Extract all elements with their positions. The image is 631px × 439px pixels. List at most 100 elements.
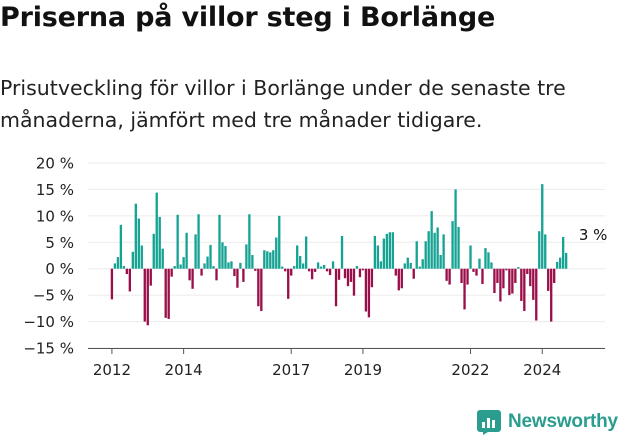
chart-title: Priserna på villor steg i Borlänge bbox=[0, 2, 496, 33]
data-bar bbox=[331, 261, 335, 269]
data-bar bbox=[191, 268, 194, 289]
data-bar bbox=[164, 268, 167, 318]
data-bar bbox=[346, 268, 350, 287]
data-bar bbox=[167, 268, 170, 319]
data-bar bbox=[269, 252, 272, 269]
x-tick-label: 2014 bbox=[165, 361, 203, 379]
data-bar bbox=[490, 262, 493, 269]
data-bar bbox=[215, 268, 218, 281]
data-bar bbox=[206, 256, 209, 269]
data-bar bbox=[275, 237, 278, 269]
data-bar bbox=[523, 268, 526, 311]
data-bar bbox=[221, 242, 224, 269]
data-bar bbox=[559, 257, 562, 269]
data-bar bbox=[394, 268, 397, 276]
data-bar bbox=[203, 263, 206, 269]
data-bar bbox=[322, 265, 326, 269]
data-bar bbox=[406, 257, 409, 269]
data-bar bbox=[463, 268, 466, 310]
y-tick-label: 15 % bbox=[36, 181, 74, 199]
data-bar bbox=[146, 268, 149, 326]
data-bar bbox=[134, 203, 137, 269]
y-axis-ticks: 20 % 15 % 10 % 5 % 0 % −5 % −10 % −15 % bbox=[23, 155, 605, 358]
data-bar bbox=[457, 226, 460, 269]
data-bar bbox=[385, 233, 389, 269]
data-bar bbox=[143, 268, 146, 322]
data-bar bbox=[296, 245, 299, 269]
data-bar bbox=[493, 268, 496, 294]
data-bar bbox=[424, 241, 427, 269]
data-bar bbox=[239, 262, 242, 269]
data-bar bbox=[520, 268, 523, 301]
data-bar bbox=[415, 241, 418, 269]
x-tick-label: 2022 bbox=[451, 361, 489, 379]
data-bar bbox=[526, 268, 529, 274]
data-bar bbox=[266, 251, 269, 269]
data-bar bbox=[451, 221, 454, 269]
data-bar bbox=[337, 268, 341, 280]
data-bar bbox=[110, 268, 114, 300]
data-bar bbox=[149, 268, 152, 286]
data-bar bbox=[242, 268, 245, 282]
data-bar bbox=[454, 189, 457, 269]
data-bar bbox=[556, 261, 559, 269]
data-bar bbox=[131, 251, 134, 269]
data-bar bbox=[409, 262, 412, 269]
data-bar bbox=[113, 263, 117, 269]
x-tick-label: 2019 bbox=[344, 361, 382, 379]
data-bar bbox=[403, 263, 406, 269]
data-bar bbox=[448, 268, 451, 285]
bar-series bbox=[110, 184, 568, 326]
data-bar bbox=[382, 238, 386, 269]
data-bar bbox=[304, 236, 308, 269]
data-bar bbox=[562, 237, 565, 269]
data-bar bbox=[316, 262, 320, 269]
data-bar bbox=[230, 261, 233, 269]
newsworthy-logo: Newsworthy bbox=[476, 408, 618, 436]
data-bar bbox=[263, 250, 266, 269]
data-bar bbox=[170, 268, 173, 277]
data-bar bbox=[227, 262, 230, 269]
data-bar bbox=[287, 268, 290, 299]
data-bar bbox=[212, 266, 215, 269]
data-bar bbox=[251, 254, 254, 269]
latest-value-annotation: 3 % bbox=[579, 226, 608, 244]
data-bar bbox=[158, 216, 161, 269]
data-bar bbox=[182, 257, 185, 269]
data-bar bbox=[367, 268, 371, 318]
y-tick-label: −10 % bbox=[23, 313, 74, 331]
y-tick-label: 10 % bbox=[36, 207, 74, 225]
data-bar bbox=[508, 268, 511, 296]
data-bar bbox=[544, 234, 547, 269]
data-bar bbox=[364, 268, 368, 312]
data-bar bbox=[472, 268, 475, 272]
data-bar bbox=[128, 268, 131, 292]
data-bar bbox=[152, 233, 155, 269]
data-bar bbox=[466, 268, 469, 285]
data-bar bbox=[218, 214, 221, 269]
data-bar bbox=[272, 250, 275, 269]
data-bar bbox=[484, 248, 487, 269]
data-bar bbox=[511, 268, 514, 294]
data-bar bbox=[197, 214, 200, 269]
data-bar bbox=[391, 232, 394, 269]
data-bar bbox=[550, 268, 553, 322]
data-bar bbox=[188, 268, 191, 281]
data-bar bbox=[155, 192, 158, 269]
data-bar bbox=[140, 245, 143, 269]
x-tick-label: 2024 bbox=[523, 361, 561, 379]
data-bar bbox=[418, 266, 421, 269]
data-bar bbox=[248, 214, 251, 269]
brand-name: Newsworthy bbox=[508, 411, 618, 432]
y-tick-label: −5 % bbox=[33, 287, 74, 305]
y-tick-label: −15 % bbox=[23, 340, 74, 358]
data-bar bbox=[224, 245, 227, 269]
chart-subtitle: Prisutveckling för villor i Borlänge und… bbox=[0, 76, 566, 132]
data-bar bbox=[125, 268, 129, 274]
data-bar bbox=[307, 268, 311, 272]
data-bar bbox=[376, 245, 380, 269]
data-bar bbox=[185, 232, 188, 269]
data-bar bbox=[538, 231, 541, 269]
data-bar bbox=[236, 268, 239, 288]
data-bar bbox=[547, 268, 550, 291]
